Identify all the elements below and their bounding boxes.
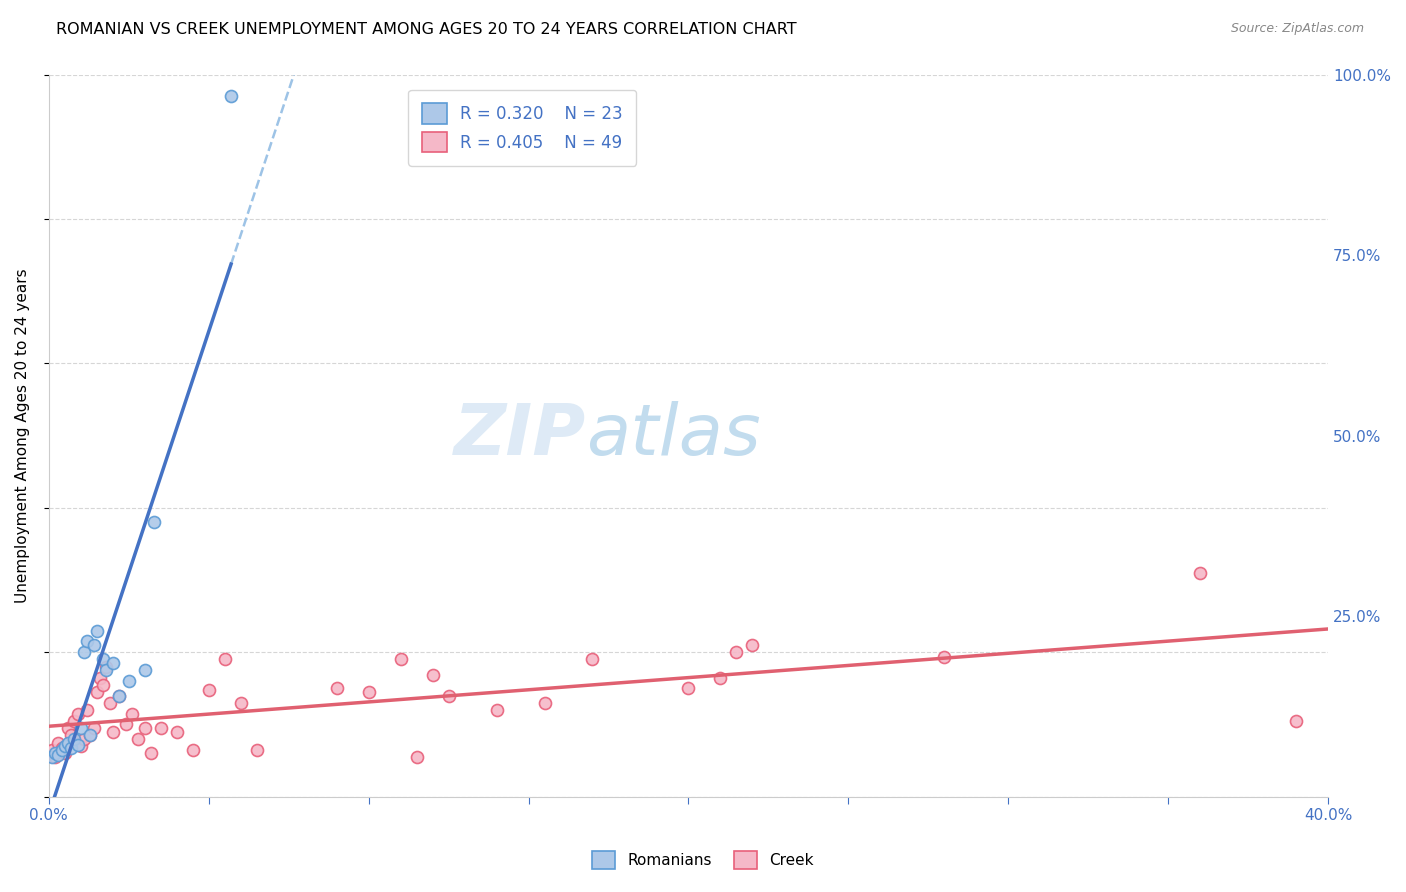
Y-axis label: Unemployment Among Ages 20 to 24 years: Unemployment Among Ages 20 to 24 years xyxy=(15,268,30,603)
Point xyxy=(581,652,603,666)
Point xyxy=(143,515,166,529)
Point xyxy=(91,678,114,692)
Text: ZIP: ZIP xyxy=(454,401,586,470)
Point xyxy=(246,743,269,757)
Point xyxy=(79,728,101,742)
Point xyxy=(96,663,118,677)
Point xyxy=(66,706,89,721)
Point xyxy=(357,685,380,699)
Point xyxy=(86,685,108,699)
Point xyxy=(89,671,111,685)
Point xyxy=(197,682,219,697)
Point xyxy=(709,671,731,685)
Point xyxy=(149,721,172,735)
Point xyxy=(108,689,131,703)
Point xyxy=(56,721,79,735)
Point xyxy=(60,740,83,755)
Legend: Romanians, Creek: Romanians, Creek xyxy=(586,845,820,875)
Text: Source: ZipAtlas.com: Source: ZipAtlas.com xyxy=(1230,22,1364,36)
Point xyxy=(101,724,124,739)
Point xyxy=(83,721,105,735)
Point xyxy=(46,735,69,749)
Point xyxy=(934,650,956,665)
Point xyxy=(533,696,555,710)
Point xyxy=(98,696,121,710)
Point xyxy=(389,652,412,666)
Text: ROMANIAN VS CREEK UNEMPLOYMENT AMONG AGES 20 TO 24 YEARS CORRELATION CHART: ROMANIAN VS CREEK UNEMPLOYMENT AMONG AGE… xyxy=(56,22,797,37)
Point xyxy=(41,743,63,757)
Point xyxy=(60,728,83,742)
Point xyxy=(134,663,156,677)
Point xyxy=(114,717,136,731)
Point xyxy=(69,739,91,753)
Point xyxy=(53,739,76,753)
Point xyxy=(56,735,79,749)
Point xyxy=(51,740,73,755)
Point xyxy=(51,743,73,757)
Point xyxy=(108,689,131,703)
Point xyxy=(1189,566,1212,580)
Point xyxy=(73,731,96,746)
Point xyxy=(1285,714,1308,728)
Point xyxy=(229,696,252,710)
Point xyxy=(96,659,118,673)
Point xyxy=(127,731,149,746)
Point xyxy=(118,674,141,689)
Point xyxy=(121,706,143,721)
Point xyxy=(678,681,700,696)
Point xyxy=(53,747,76,761)
Point xyxy=(134,721,156,735)
Point xyxy=(101,656,124,670)
Point xyxy=(46,747,69,762)
Legend: R = 0.320    N = 23, R = 0.405    N = 49: R = 0.320 N = 23, R = 0.405 N = 49 xyxy=(408,90,636,166)
Text: atlas: atlas xyxy=(586,401,761,470)
Point xyxy=(437,689,460,703)
Point xyxy=(325,681,347,696)
Point xyxy=(485,703,508,717)
Point xyxy=(44,750,66,764)
Point xyxy=(86,624,108,638)
Point xyxy=(91,652,114,666)
Point xyxy=(44,747,66,761)
Point xyxy=(219,89,242,103)
Point xyxy=(73,645,96,659)
Point xyxy=(66,738,89,752)
Point xyxy=(725,645,748,659)
Point xyxy=(139,747,162,761)
Point xyxy=(741,638,763,652)
Point xyxy=(214,652,236,666)
Point xyxy=(422,668,444,682)
Point xyxy=(63,731,86,746)
Point xyxy=(83,638,105,652)
Point xyxy=(63,714,86,728)
Point xyxy=(79,728,101,742)
Point xyxy=(69,721,91,735)
Point xyxy=(76,634,98,648)
Point xyxy=(181,743,204,757)
Point xyxy=(405,750,427,764)
Point xyxy=(41,750,63,764)
Point xyxy=(76,703,98,717)
Point xyxy=(166,724,188,739)
